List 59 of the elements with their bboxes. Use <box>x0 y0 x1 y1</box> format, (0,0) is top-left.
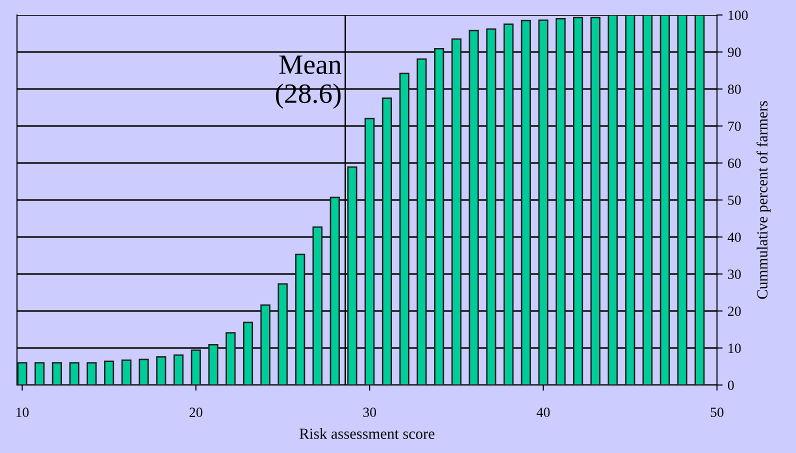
bar <box>330 196 340 385</box>
bar <box>364 118 375 385</box>
x-tick-label: 20 <box>190 408 202 417</box>
y-tick-label: 100 <box>728 10 748 20</box>
bar <box>174 354 184 385</box>
y-tick-label: 0 <box>728 380 734 390</box>
bar <box>642 15 653 385</box>
x-tick-label: 50 <box>710 408 724 417</box>
bar <box>295 254 306 385</box>
y-tick-label: 70 <box>728 122 741 131</box>
y-axis-title: Cummulative percent of farmers <box>756 101 771 299</box>
bar <box>538 19 548 385</box>
bar <box>677 15 688 385</box>
bar <box>208 344 218 385</box>
bar <box>573 16 584 385</box>
bar <box>504 24 514 385</box>
y-tick-label: 90 <box>728 48 741 57</box>
bar <box>52 362 62 385</box>
y-tick-label: 10 <box>728 344 741 353</box>
bar <box>34 362 45 385</box>
bar <box>382 98 392 385</box>
bar <box>242 322 254 385</box>
bar <box>590 16 600 385</box>
bar <box>556 18 566 385</box>
bar <box>399 72 410 385</box>
bar <box>226 332 236 385</box>
y-tick-label: 60 <box>728 158 741 168</box>
bar <box>608 15 618 385</box>
bar <box>278 283 288 385</box>
y-tick-label: 20 <box>728 306 741 316</box>
bar <box>156 356 166 385</box>
bar <box>347 166 358 385</box>
bar <box>17 362 28 385</box>
bar <box>104 360 114 385</box>
bar <box>520 20 531 385</box>
bar <box>486 28 496 385</box>
bar <box>451 38 462 385</box>
bar <box>312 226 323 385</box>
bar <box>468 30 479 385</box>
bar <box>138 358 149 385</box>
y-tick-label: 30 <box>728 270 741 279</box>
y-tick-label: 80 <box>728 84 741 94</box>
x-tick-label: 40 <box>536 408 550 417</box>
bar <box>625 15 636 385</box>
y-tick-label: 40 <box>728 232 741 242</box>
bar <box>660 15 670 385</box>
x-tick-label: 10 <box>16 408 29 417</box>
bar <box>121 360 132 385</box>
bar <box>416 58 427 385</box>
ref-line-label: Mean (28.6) <box>276 56 342 109</box>
bar <box>190 350 201 385</box>
bar <box>260 304 270 385</box>
bar <box>86 362 97 385</box>
bar <box>434 48 444 385</box>
bar <box>694 15 705 385</box>
bar <box>69 362 80 385</box>
x-axis-title: Risk assessment score <box>300 428 434 439</box>
x-tick-label: 30 <box>363 408 376 417</box>
y-tick-label: 50 <box>728 196 741 205</box>
